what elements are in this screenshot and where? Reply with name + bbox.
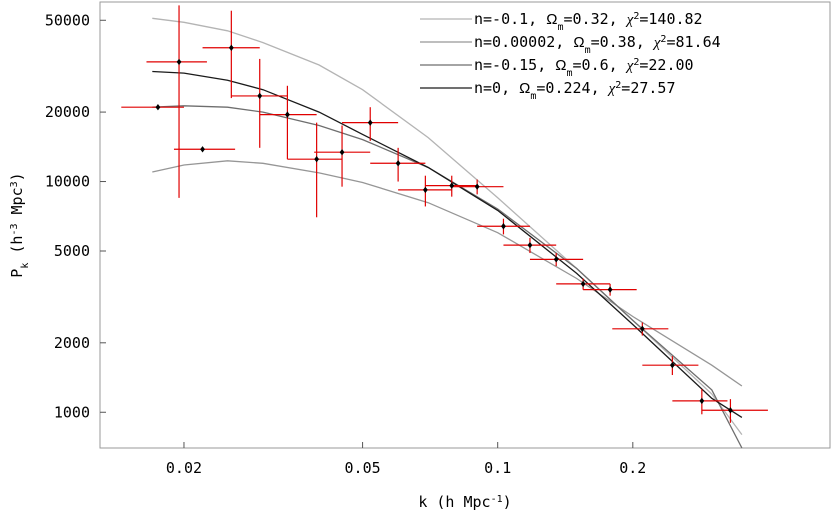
y-tick-label-5: 20000	[45, 103, 90, 121]
data-point-7	[314, 155, 320, 163]
data-point-15	[527, 241, 533, 249]
legend-label-3: n=-0.15, Ωm=0.6, χ2=22.00	[474, 56, 694, 79]
y-tick-label-6: 50000	[45, 11, 90, 29]
data-point-1	[155, 103, 161, 111]
model-curves	[152, 17, 743, 449]
data-point-17	[580, 280, 586, 288]
x-tick-label-2: 0.05	[345, 459, 381, 477]
legend-label-2: n=0.00002, Ωm=0.38, χ2=81.64	[474, 33, 721, 56]
data-point-19	[639, 325, 645, 333]
data-point-6	[285, 111, 290, 118]
data-point-8	[339, 149, 345, 156]
y-tick-label-4: 10000	[45, 173, 90, 191]
data-point-2	[176, 58, 182, 66]
data-point-13	[474, 183, 480, 190]
y-tick-label-3: 5000	[54, 242, 90, 260]
data-point-4	[228, 44, 234, 51]
x-tick-label-3: 0.1	[484, 459, 511, 477]
data-point-20	[669, 361, 675, 369]
model-curve-4	[152, 70, 743, 418]
model-curve-2	[152, 160, 743, 387]
x-axis-title: k (h Mpc-1)	[418, 493, 511, 511]
data-markers	[155, 44, 733, 414]
legend-label-4: n=0, Ωm=0.224, χ2=27.57	[474, 79, 675, 102]
legend-label-1: n=-0.1, Ωm=0.32, χ2=140.82	[474, 10, 703, 33]
model-curve-3	[152, 105, 743, 449]
y-tick-label-2: 2000	[54, 334, 90, 352]
data-point-5	[257, 92, 263, 100]
x-tick-label-4: 0.2	[619, 459, 646, 477]
data-point-14	[501, 223, 506, 230]
data-point-18	[607, 286, 613, 293]
y-axis-ticks: 1000 2000 5000 10000 20000 50000	[45, 11, 106, 421]
y-axis-title: Pk (h-3 Mpc3)	[8, 172, 31, 277]
data-point-16	[553, 256, 559, 263]
x-axis-ticks: 0.02 0.05 0.1 0.2	[166, 442, 646, 477]
data-point-3	[200, 146, 205, 153]
data-point-22	[728, 407, 733, 414]
data-point-21	[699, 397, 705, 405]
data-point-9	[367, 119, 373, 126]
data-point-10	[395, 160, 401, 167]
data-point-11	[422, 186, 428, 194]
plot-frame	[99, 1, 831, 449]
data-point-12	[449, 182, 455, 189]
x-tick-label-1: 0.02	[166, 459, 202, 477]
legend: n=-0.1, Ωm=0.32, χ2=140.82n=0.00002, Ωm=…	[420, 10, 721, 102]
y-tick-label-1: 1000	[54, 403, 90, 421]
